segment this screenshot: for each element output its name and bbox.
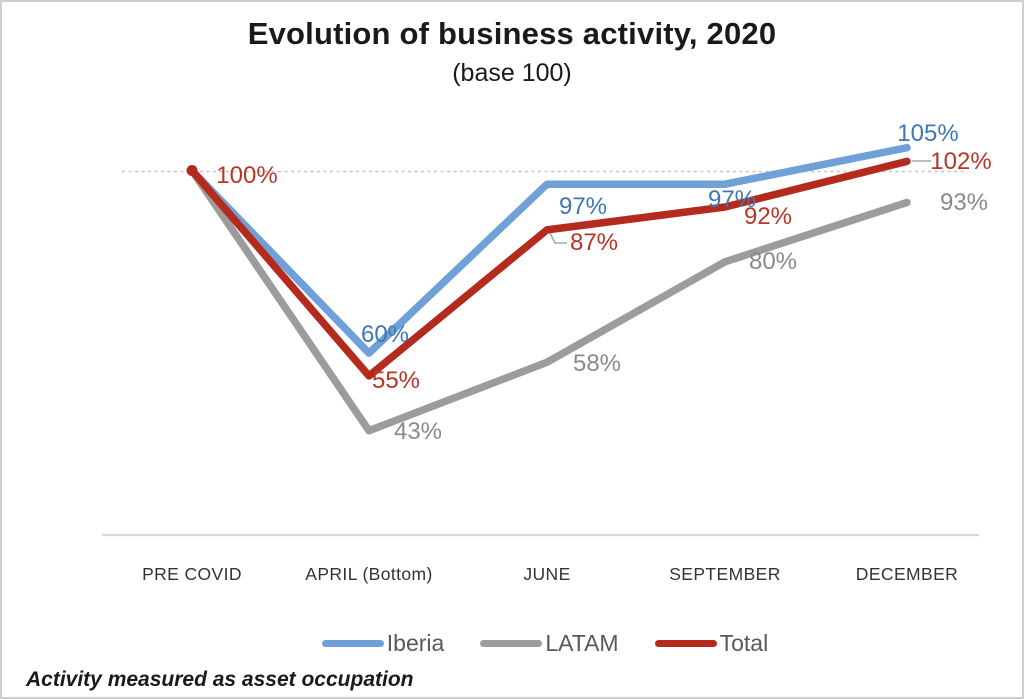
legend-swatch-total: [654, 640, 717, 647]
data-label-total: 55%: [372, 367, 420, 394]
data-label-iberia: 97%: [559, 193, 607, 220]
data-label-iberia: 97%: [708, 186, 756, 213]
data-label-total: 92%: [744, 203, 792, 230]
data-label-latam: 43%: [394, 418, 442, 445]
data-label-latam: 93%: [940, 189, 988, 216]
data-label-total: 102%: [930, 148, 991, 175]
series-line-iberia: [188, 143, 911, 357]
data-label-total: 87%: [570, 229, 618, 256]
legend-item-latam: LATAM: [480, 630, 619, 657]
data-label-latam: 80%: [749, 248, 797, 275]
x-axis-label: DECEMBER: [856, 564, 958, 584]
legend-swatch-iberia: [321, 640, 384, 647]
x-axis-label: PRE COVID: [142, 564, 242, 584]
start-point-marker: [186, 165, 198, 176]
chart-subtitle: (base 100): [452, 59, 572, 87]
footnote: Activity measured as asset occupation: [26, 668, 414, 691]
x-axis-label: SEPTEMBER: [669, 564, 781, 584]
series-line-total: [188, 157, 911, 380]
data-label-latam: 58%: [573, 350, 621, 377]
label-leader-line: [549, 232, 567, 244]
x-axis-label: APRIL (Bottom): [305, 564, 433, 584]
legend: Iberia LATAM Total: [35, 630, 1022, 657]
chart-title: Evolution of business activity, 2020: [247, 16, 777, 51]
legend-label: Iberia: [386, 630, 445, 656]
x-axis-label: JUNE: [523, 564, 570, 584]
data-label-iberia: 105%: [897, 120, 958, 147]
series-line-latam: [188, 166, 911, 435]
legend-item-iberia: Iberia: [321, 630, 445, 657]
legend-swatch-latam: [480, 640, 543, 647]
legend-label: Total: [719, 630, 769, 656]
data-label-total: 100%: [216, 162, 277, 189]
legend-label: LATAM: [545, 630, 619, 656]
legend-item-total: Total: [654, 630, 769, 657]
data-label-iberia: 60%: [361, 321, 409, 348]
